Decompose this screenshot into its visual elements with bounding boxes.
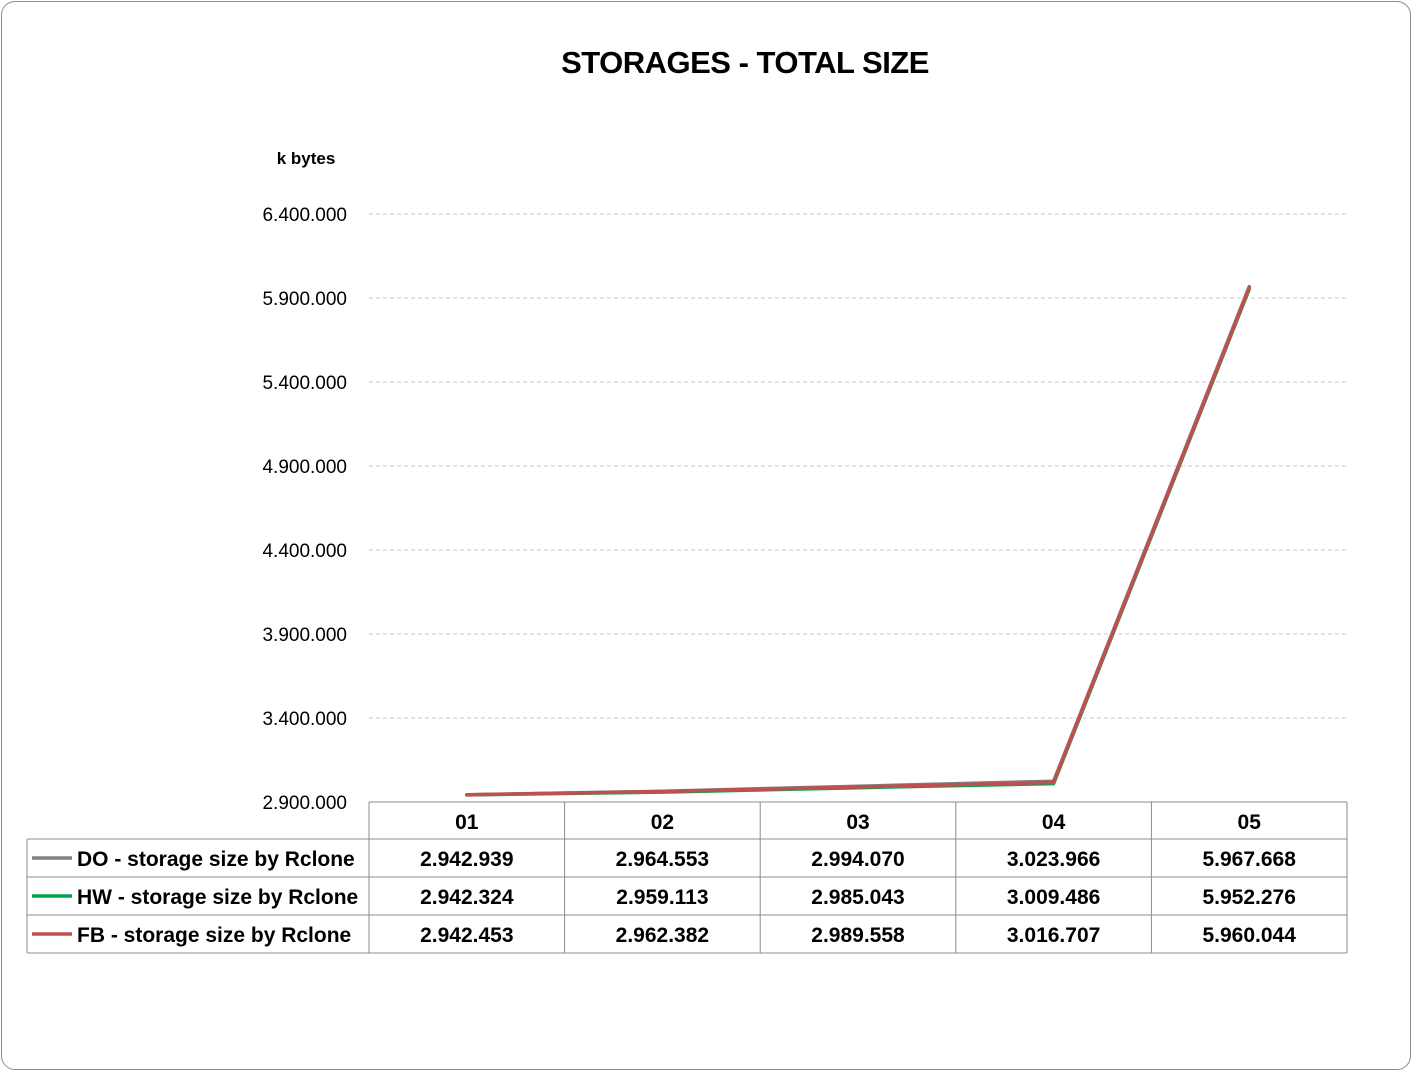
y-tick-label: 3.900.000	[262, 625, 347, 646]
y-tick-label: 5.900.000	[262, 289, 347, 310]
y-tick-label: 5.400.000	[262, 373, 347, 394]
y-tick-label: 3.400.000	[262, 709, 347, 730]
y-axis-label: k bytes	[277, 149, 336, 168]
legend-label: FB - storage size by Rclone	[77, 924, 351, 947]
y-tick-label: 2.900.000	[262, 793, 347, 814]
data-label: 2.989.558	[811, 924, 905, 947]
x-tick-label: 04	[1042, 811, 1066, 834]
chart-title: STORAGES - TOTAL SIZE	[561, 45, 929, 80]
gridlines	[369, 213, 1347, 719]
data-label: 2.985.043	[811, 886, 904, 909]
y-tick-labels: 2.900.000 3.400.000 3.900.000 4.400.000 4.90…	[262, 205, 347, 814]
data-label: 2.942.939	[420, 848, 513, 871]
data-label: 2.994.070	[811, 848, 904, 871]
data-label: 3.016.707	[1007, 924, 1100, 947]
y-tick-label: 6.400.000	[262, 205, 347, 226]
series-line	[465, 287, 1251, 797]
data-label: 2.962.382	[616, 924, 709, 947]
data-label: 3.009.486	[1007, 886, 1100, 909]
x-tick-label: 05	[1238, 811, 1262, 834]
legend-label: HW - storage size by Rclone	[77, 886, 358, 909]
data-label: 5.960.044	[1202, 924, 1296, 947]
data-label: 5.952.276	[1202, 886, 1295, 909]
series-line	[465, 284, 1251, 797]
data-label: 2.942.453	[420, 924, 513, 947]
series-line	[465, 286, 1251, 797]
data-label: 5.967.668	[1202, 848, 1296, 871]
data-table: 01 02 03 04 05 DO - storage size by Rclone 2.9…	[26, 801, 1348, 954]
x-tick-label: 01	[455, 811, 479, 834]
data-label: 3.023.966	[1007, 848, 1100, 871]
data-label: 2.964.553	[616, 848, 709, 871]
series-lines	[465, 284, 1251, 797]
data-label: 2.959.113	[616, 886, 708, 909]
x-tick-label: 02	[651, 811, 674, 834]
data-label: 2.942.324	[420, 886, 514, 909]
legend-label: DO - storage size by Rclone	[77, 848, 355, 871]
y-tick-label: 4.900.000	[262, 457, 347, 478]
x-tick-label: 03	[846, 811, 869, 834]
y-tick-label: 4.400.000	[262, 541, 347, 562]
